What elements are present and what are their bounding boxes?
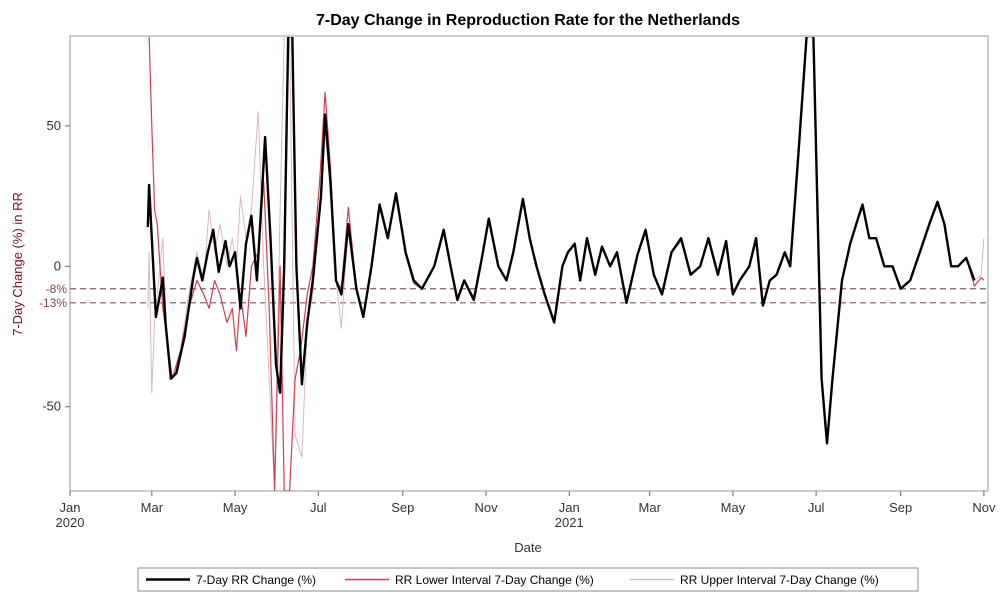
legend-label-rr: 7-Day RR Change (%)	[196, 573, 316, 587]
reference-line-label: -13%	[39, 296, 67, 310]
x-tick-label: Jul	[808, 500, 825, 515]
x-tick-label: May	[721, 500, 746, 515]
x-tick-label: Mar	[639, 500, 662, 515]
x-tick-label: Nov	[474, 500, 498, 515]
x-tick-year-label: 2021	[555, 515, 584, 530]
chart-title: 7-Day Change in Reproduction Rate for th…	[316, 12, 740, 29]
y-axis: 50 0 -50	[42, 118, 70, 414]
x-tick-label: Sep	[391, 500, 414, 515]
y-tick-label: 50	[47, 118, 61, 133]
x-tick-label: Jul	[310, 500, 327, 515]
reference-line-label: -8%	[46, 282, 68, 296]
x-tick-year-label: 2020	[56, 515, 85, 530]
x-tick-label: Jan	[559, 500, 580, 515]
x-tick-label: Mar	[141, 500, 164, 515]
legend-box	[137, 567, 919, 592]
x-tick-label: Jan	[60, 500, 81, 515]
series-layer	[146, 37, 985, 491]
legend-label-upper: RR Upper Interval 7-Day Change (%)	[680, 573, 879, 587]
y-tick-label: 0	[54, 258, 61, 273]
x-tick-label: Nov	[972, 500, 996, 515]
x-axis-label: Date	[514, 540, 541, 555]
legend-label-lower: RR Lower Interval 7-Day Change (%)	[395, 573, 594, 587]
y-axis-label: 7-Day Change (%) in RR	[10, 192, 25, 336]
legend: 7-Day RR Change (%) RR Lower Interval 7-D…	[137, 567, 919, 592]
series-line-rr	[146, 37, 976, 445]
reference-lines: -8%-13%	[39, 282, 988, 310]
x-tick-label: May	[223, 500, 248, 515]
x-tick-label: Sep	[889, 500, 912, 515]
y-tick-label: -50	[42, 399, 61, 414]
plot-frame	[69, 35, 989, 492]
